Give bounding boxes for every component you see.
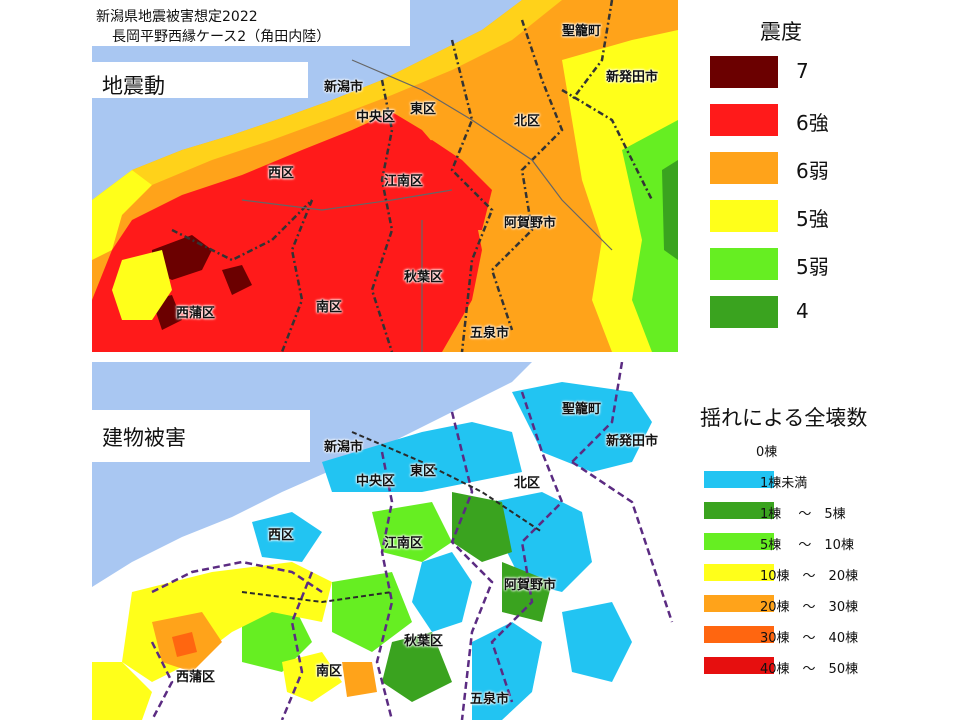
intensity-label: 7 (796, 59, 809, 83)
city-label-gosen: 五泉市 (470, 326, 510, 341)
intensity-label: 6強 (796, 111, 829, 135)
damage-label: 1棟 ～ 5棟 (760, 507, 846, 522)
city-label-higashi: 東区 (410, 464, 437, 479)
intensity-label: 6弱 (796, 159, 829, 183)
intensity-swatch (710, 296, 778, 328)
city-label-agano: 阿賀野市 (504, 578, 557, 593)
city-label-nishikan: 西蒲区 (176, 670, 216, 685)
city-label-shibata: 新発田市 (606, 70, 659, 85)
damage-swatch (704, 533, 774, 550)
city-label-nishi: 西区 (268, 166, 295, 181)
city-label-nishi: 西区 (268, 528, 295, 543)
city-label-akiha: 秋葉区 (404, 270, 444, 285)
intensity-swatch (710, 104, 778, 136)
intensity-map-graphic (92, 0, 678, 352)
damage-swatch (704, 595, 774, 612)
panel-label-ground-motion: 地震動 (92, 62, 308, 98)
intensity-label: 5弱 (796, 255, 829, 279)
city-label-seiro: 聖籠町 (562, 24, 602, 39)
damage-label: 10棟 ～ 20棟 (760, 569, 859, 584)
city-label-niigata: 新潟市 (324, 80, 364, 95)
map-title: 新潟県地震被害想定2022 (96, 9, 258, 25)
city-label-agano: 阿賀野市 (504, 216, 557, 231)
city-label-seiro: 聖籠町 (562, 402, 602, 417)
city-label-konan: 江南区 (384, 536, 424, 551)
city-label-shibata: 新発田市 (606, 434, 659, 449)
intensity-swatch (710, 248, 778, 280)
city-label-minami: 南区 (316, 664, 343, 679)
seismic-intensity-map (92, 0, 678, 352)
map-subtitle: 長岡平野西縁ケース2（角田内陸） (112, 29, 331, 45)
city-label-niigata: 新潟市 (324, 440, 364, 455)
intensity-swatch (710, 152, 778, 184)
city-label-higashi: 東区 (410, 102, 437, 117)
intensity-swatch (710, 200, 778, 232)
city-label-nishikan: 西蒲区 (176, 306, 216, 321)
city-label-minami: 南区 (316, 300, 343, 315)
intensity-label: 4 (796, 299, 809, 323)
damage-swatch (704, 626, 774, 643)
intensity-swatch (710, 56, 778, 88)
city-label-kita: 北区 (514, 114, 541, 129)
city-label-akiha: 秋葉区 (404, 634, 444, 649)
damage-swatch (704, 564, 774, 581)
intensity-legend-title: 震度 (760, 20, 802, 44)
city-label-kita: 北区 (514, 476, 541, 491)
damage-label: 20棟 ～ 30棟 (760, 600, 859, 615)
damage-label: 40棟 ～ 50棟 (760, 662, 859, 677)
damage-label: 5棟 ～ 10棟 (760, 538, 854, 553)
damage-swatch (704, 657, 774, 674)
city-label-chuo: 中央区 (356, 474, 396, 489)
damage-label: 0棟 (756, 445, 778, 460)
damage-label: 1棟未満 (760, 476, 808, 491)
city-label-konan: 江南区 (384, 174, 424, 189)
map-title-box: 新潟県地震被害想定2022 長岡平野西縁ケース2（角田内陸） (92, 0, 410, 46)
damage-label: 30棟 ～ 40棟 (760, 631, 859, 646)
intensity-label: 5強 (796, 207, 829, 231)
damage-swatch (704, 471, 774, 488)
damage-legend-title: 揺れによる全壊数 (700, 406, 868, 430)
city-label-gosen: 五泉市 (470, 692, 510, 707)
city-label-chuo: 中央区 (356, 110, 396, 125)
damage-swatch (704, 502, 774, 519)
panel-label-building-damage: 建物被害 (92, 410, 310, 462)
